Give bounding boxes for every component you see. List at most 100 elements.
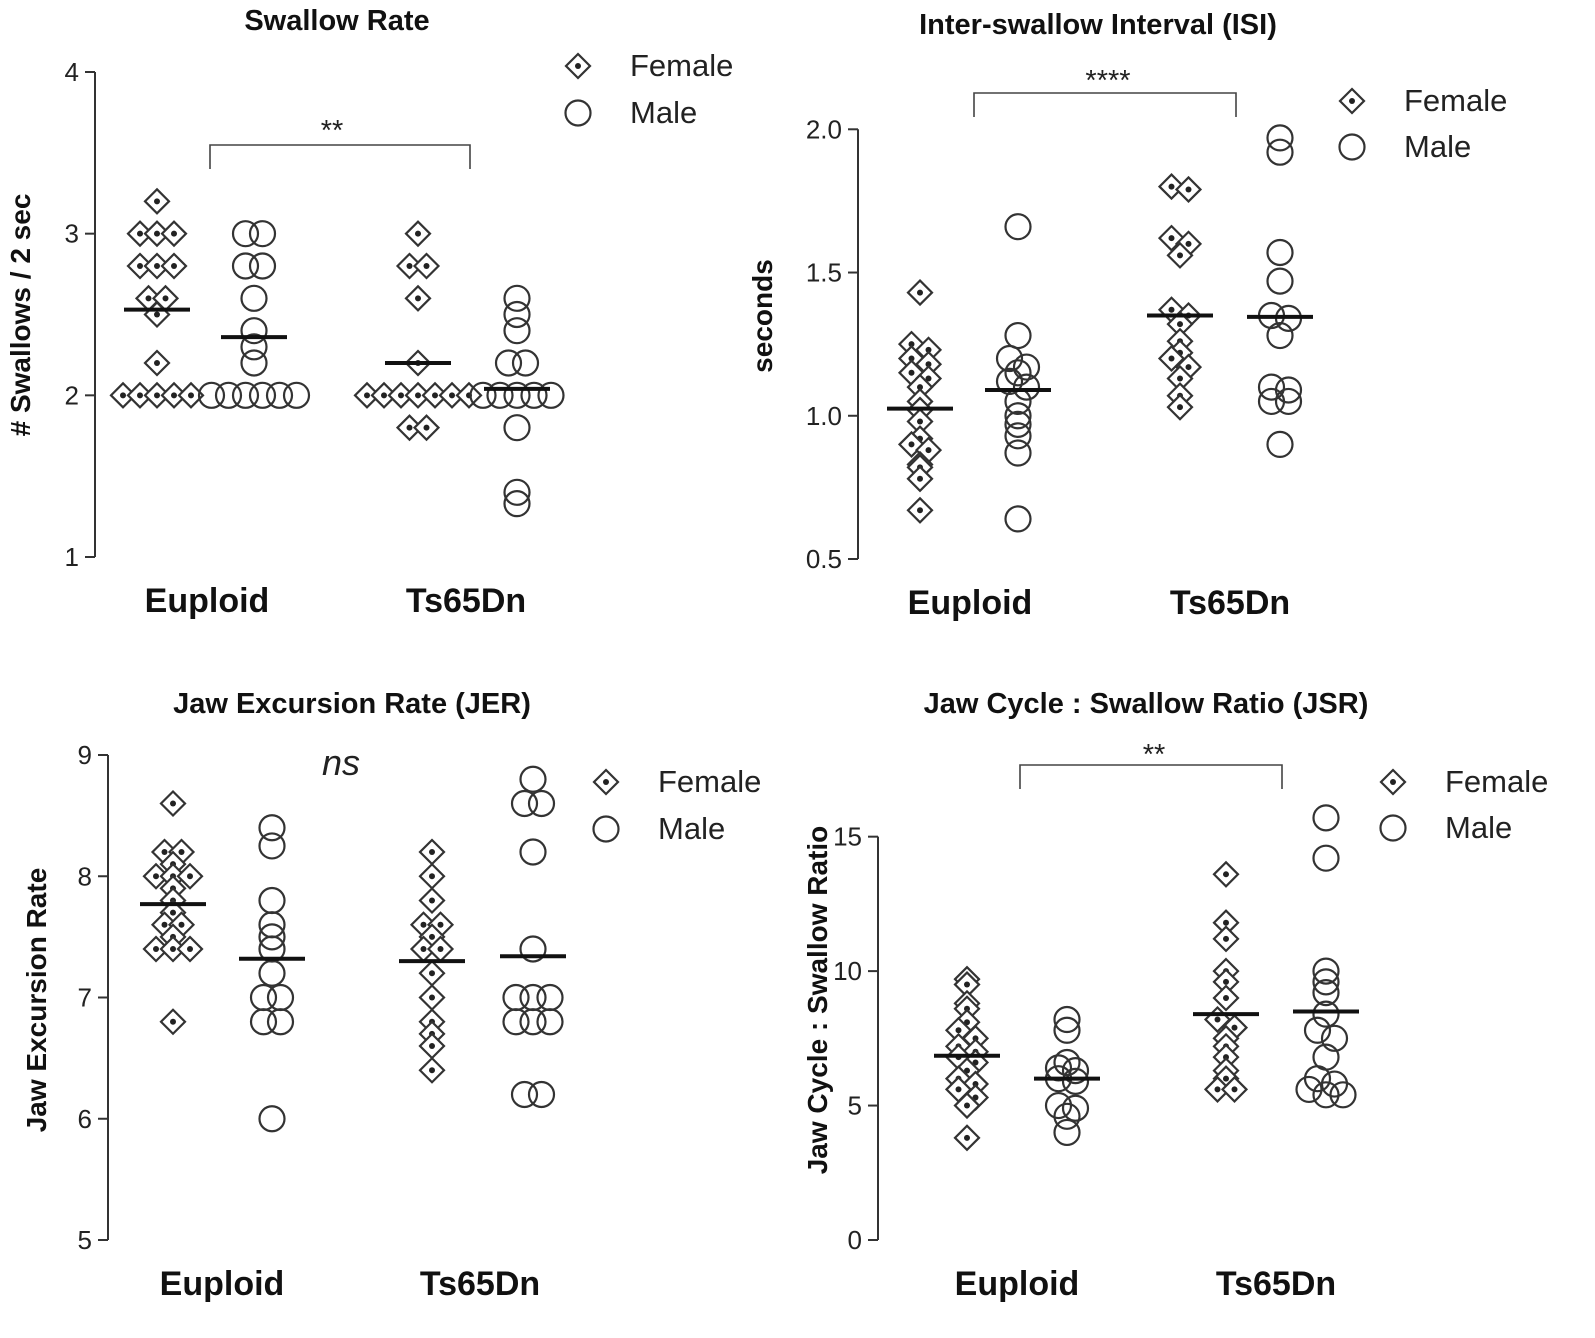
female-data-point-dot [925,346,932,353]
male-data-point [1004,359,1032,387]
legend-female-marker-dot [1390,779,1396,785]
y-tick-label: 8 [78,861,92,891]
x-group-label: Ts65Dn [420,1265,540,1303]
legend-female-label: Female [1445,764,1548,799]
female-data-point-dot [429,1067,435,1074]
chart-title: Inter-swallow Interval (ISI) [919,9,1277,41]
female-data-point-dot [1231,1086,1238,1093]
female-data-point-dot [908,355,915,362]
y-tick-label: 1 [65,542,79,572]
female-data-point-dot [429,1043,435,1049]
male-data-point [1266,238,1294,267]
male-data-point [240,317,268,345]
female-data-point-dot [415,295,421,302]
female-data-point-dot [1231,1024,1238,1031]
female-data-point-dot [406,424,413,431]
series-euploid-female [140,789,206,1036]
male-data-point [248,220,277,248]
female-data-point-dot [429,849,435,855]
male-data-point [1004,321,1032,350]
legend-female-label: Female [1404,83,1507,118]
female-data-point-dot [1214,1086,1221,1093]
male-data-point [214,381,243,409]
male-data-point [1266,321,1294,350]
male-data-point [258,814,286,842]
legend-male-label: Male [1404,129,1471,164]
legend-male-marker [592,815,620,843]
female-data-point-dot [137,392,143,399]
female-data-point-dot [178,849,185,855]
male-data-point [197,381,226,409]
series-ts65dn-male [500,765,566,1109]
female-data-point-dot [1168,306,1175,313]
male-data-point [1044,1091,1073,1120]
legend-male-label: Male [658,811,725,846]
female-data-point-dot [972,1094,979,1101]
female-data-point-dot [964,1134,970,1141]
female-data-point-dot [925,375,932,382]
male-data-point [511,349,540,377]
male-data-point [519,935,547,963]
x-group-label: Ts65Dn [406,582,526,620]
male-data-point [1004,410,1032,438]
y-tick-label: 1.5 [806,258,842,288]
female-data-point-dot [153,873,159,880]
y-tick-label: 15 [833,822,862,852]
male-data-point [1053,1118,1081,1147]
female-data-point-dot [415,392,421,399]
series-euploid-female [934,965,1000,1152]
x-group-label: Euploid [908,584,1033,622]
series-ts65dn-female [1193,860,1259,1103]
female-data-point-dot [154,263,160,269]
male-data-point [265,381,294,409]
series-euploid-male [1034,1005,1100,1147]
male-data-point [503,414,531,442]
y-tick-label: 5 [78,1225,92,1255]
chart-panel-3: Jaw Excursion Rate (JER) 5 6 7 8 9 Jaw Excursi… [21,688,761,1303]
male-data-point [248,252,277,280]
legend-male-label: Male [630,95,697,130]
female-data-point-dot [423,263,430,269]
male-data-point [1312,1000,1340,1028]
female-data-point-dot [917,475,923,482]
female-data-point-dot [171,392,177,399]
significance-label: ns [322,742,360,783]
female-data-point-dot [1177,252,1183,259]
x-group-label: Euploid [160,1265,285,1303]
male-data-point [1004,387,1032,416]
male-data-point [1266,430,1294,459]
female-data-point-dot [964,1067,970,1074]
male-data-point [231,220,260,248]
series-ts65dn-female [353,220,483,442]
y-tick-label: 4 [65,57,79,87]
male-data-point [527,789,556,818]
chart-panel-2: Inter-swallow Interval (ISI) 0.5 1.0 1.5 2.0… [747,9,1507,622]
male-data-point [536,1008,564,1036]
female-data-point-dot [917,418,923,425]
x-group-label: Ts65Dn [1216,1265,1336,1303]
female-data-point-dot [1223,1075,1229,1082]
male-data-point [1004,505,1032,533]
male-data-point [503,381,531,409]
male-data-point [1266,267,1294,295]
female-data-point-dot [955,1086,962,1093]
female-data-point-dot [1168,355,1175,362]
female-data-point-dot [917,507,923,514]
female-data-point-dot [137,230,143,237]
y-tick-label: 2 [65,380,79,410]
male-data-point [258,832,286,860]
female-data-point-dot [437,946,444,952]
female-data-point-dot [171,263,177,269]
x-group-label: Ts65Dn [1170,584,1290,622]
female-data-point-dot [1223,871,1229,878]
male-data-point [240,333,268,361]
female-data-point-dot [170,946,176,952]
series-euploid-female [109,187,205,409]
chart-panel-1: Swallow Rate 1 2 3 4 # Swallows / 2 sec Euploi… [5,5,733,620]
y-tick-label: 0.5 [806,544,842,574]
y-tick-label: 10 [833,956,862,986]
female-data-point-dot [917,384,923,391]
female-data-point-dot [964,981,970,988]
y-tick-label: 5 [848,1091,862,1121]
